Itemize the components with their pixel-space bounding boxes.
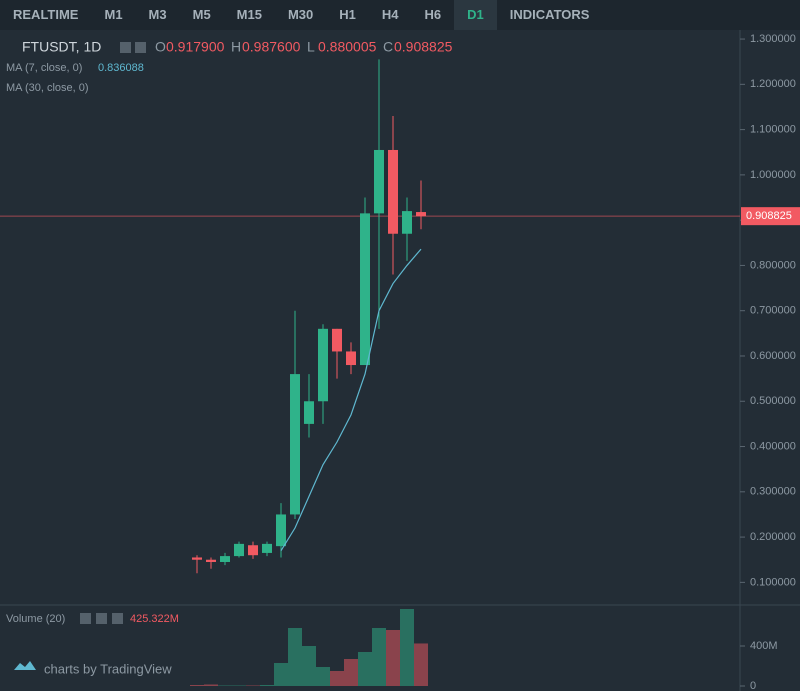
tab[interactable]: H4 bbox=[381, 7, 399, 22]
candle-body bbox=[402, 211, 412, 234]
volume-bar bbox=[400, 609, 414, 686]
icon bbox=[120, 42, 131, 53]
icon bbox=[135, 42, 146, 53]
volume-bar bbox=[246, 685, 260, 686]
price-tag bbox=[741, 207, 800, 226]
candle-body bbox=[360, 213, 370, 366]
y-tick-label: 0.100000 bbox=[750, 576, 796, 588]
candle-body bbox=[346, 351, 356, 366]
ma-label: MA (30, close, 0) bbox=[6, 82, 89, 94]
y-tick-label: 0.300000 bbox=[750, 486, 796, 498]
candle-body bbox=[304, 401, 314, 424]
symbol: FTUSDT, 1D bbox=[22, 39, 101, 55]
footer: charts by TradingView bbox=[44, 661, 172, 676]
ma-line bbox=[280, 248, 422, 551]
y-tick-label: 0.400000 bbox=[750, 440, 796, 452]
ma-value: 0.836088 bbox=[98, 62, 144, 74]
volume-bar bbox=[330, 671, 344, 686]
volume-bar bbox=[260, 685, 274, 686]
icon bbox=[112, 613, 123, 624]
toolbar: REALTIME M1 M3 M5 M15 M30 H1 H4 H6 D1 INDICATORS bbox=[0, 0, 800, 30]
tab[interactable]: M5 bbox=[192, 7, 211, 22]
tab[interactable]: H6 bbox=[424, 7, 442, 22]
tab[interactable]: REALTIME bbox=[13, 7, 79, 22]
volume-bar bbox=[316, 667, 330, 686]
candle-body bbox=[332, 328, 342, 352]
candle-body bbox=[248, 545, 258, 556]
chart: charts by TradingView 0.100000 0.200000 0.… bbox=[0, 30, 800, 691]
tab[interactable]: M30 bbox=[287, 7, 314, 22]
volume-bar bbox=[414, 643, 428, 686]
volume-value: 425.322M bbox=[130, 613, 179, 625]
volume-bar bbox=[218, 685, 232, 686]
tab[interactable]: D1 bbox=[454, 0, 497, 30]
y-tick-label: 0.800000 bbox=[750, 259, 796, 271]
candle-body bbox=[234, 543, 244, 557]
volume-bar bbox=[344, 659, 358, 686]
y-tick-label: 1.000000 bbox=[750, 169, 796, 181]
icon bbox=[80, 613, 91, 624]
y-tick-label: 0.600000 bbox=[750, 350, 796, 362]
candle-body bbox=[416, 212, 426, 217]
ohlc-key: C bbox=[383, 39, 393, 55]
candle-body bbox=[290, 374, 300, 515]
ohlc-key: O bbox=[155, 39, 166, 55]
icon bbox=[96, 613, 107, 624]
volume-bar bbox=[386, 630, 400, 686]
y-tick-label: 1.200000 bbox=[750, 78, 796, 90]
ohlc-key: L bbox=[307, 39, 315, 55]
tab[interactable]: H1 bbox=[339, 7, 356, 22]
volume-bar bbox=[190, 685, 204, 686]
price-tag-label: 0.908825 bbox=[746, 210, 792, 222]
ohlc-value: 0.908825 bbox=[394, 39, 453, 55]
y-tick-label: 1.100000 bbox=[750, 124, 796, 136]
candle-body bbox=[276, 514, 286, 547]
tab[interactable]: INDICATORS bbox=[509, 7, 590, 22]
ohlc-value: 0.917900 bbox=[166, 39, 225, 55]
y-tick-label: 0.700000 bbox=[750, 305, 796, 317]
candle-body bbox=[220, 556, 230, 562]
y-tick-label: 0.500000 bbox=[750, 395, 796, 407]
volume-bar bbox=[302, 646, 316, 686]
tab[interactable]: M15 bbox=[236, 7, 262, 22]
volume-label: Volume (20) bbox=[6, 613, 65, 625]
volume-bar bbox=[204, 684, 218, 686]
tab[interactable]: M3 bbox=[148, 7, 167, 22]
background bbox=[0, 30, 800, 691]
volume-bar bbox=[288, 628, 302, 686]
volume-bar bbox=[372, 628, 386, 686]
candle-body bbox=[374, 149, 384, 214]
y-tick-label: 0 bbox=[750, 680, 756, 691]
ohlc-key: H bbox=[231, 39, 241, 55]
ohlc-value: 0.880005 bbox=[318, 39, 377, 55]
y-tick-label: 1.300000 bbox=[750, 33, 796, 45]
volume-bar bbox=[232, 685, 246, 686]
y-tick-label: 400M bbox=[750, 640, 778, 652]
logo bbox=[14, 661, 36, 670]
ma-label: MA (7, close, 0) bbox=[6, 62, 82, 74]
volume-bar bbox=[274, 663, 288, 686]
candle-body bbox=[206, 559, 216, 562]
candle-body bbox=[388, 149, 398, 234]
candle-body bbox=[318, 328, 328, 402]
candle-body bbox=[262, 543, 272, 553]
candle-body bbox=[192, 557, 202, 560]
ohlc-value: 0.987600 bbox=[242, 39, 301, 55]
volume-bar bbox=[358, 652, 372, 686]
tab[interactable]: M1 bbox=[104, 7, 123, 22]
y-tick-label: 0.200000 bbox=[750, 531, 796, 543]
